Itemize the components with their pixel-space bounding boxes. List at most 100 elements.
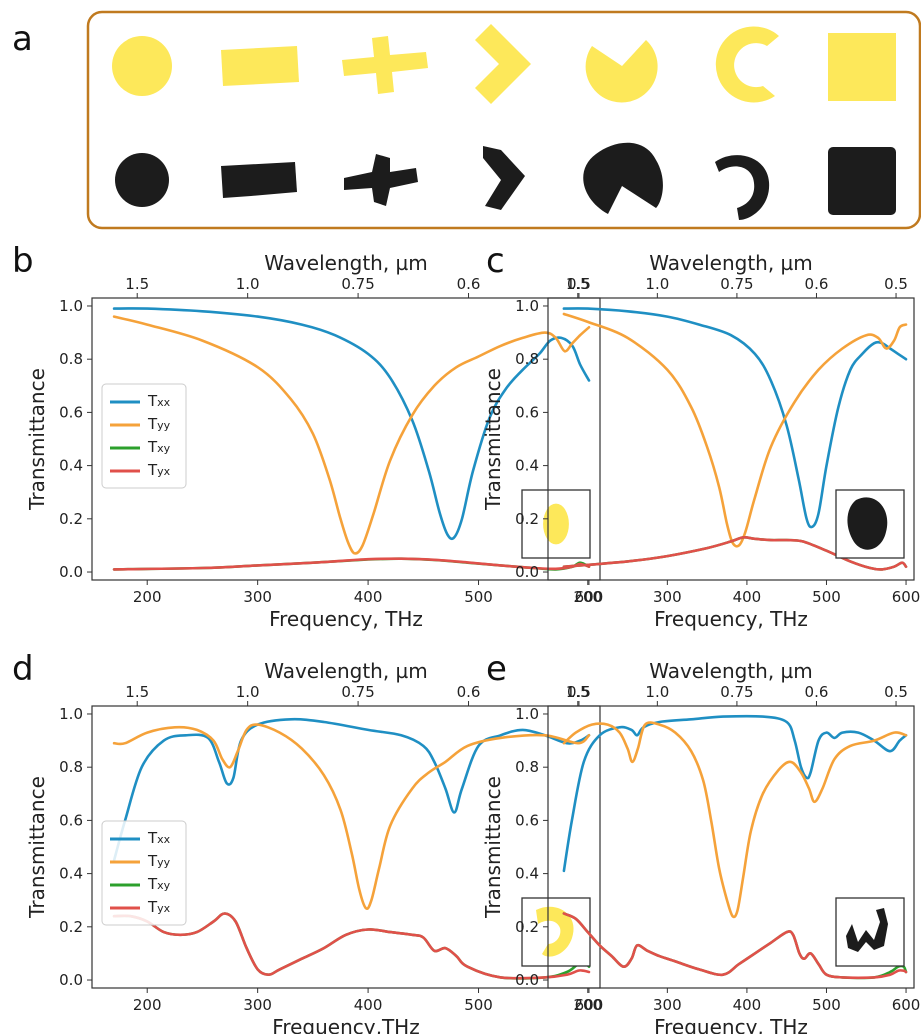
panel-d-legend-label-txy: Txy <box>147 875 171 893</box>
yellow-pacman-shape <box>585 40 658 103</box>
panel-d-legend-label-tyy: Tyy <box>147 852 171 870</box>
panel-c-top-tick-label: 0.6 <box>805 275 829 293</box>
panel-b-plot-frame <box>91 297 601 581</box>
panel-d-series-group <box>112 717 591 980</box>
panel-c-plot-frame <box>547 297 915 581</box>
panel-d-ytick-label: 0.0 <box>59 971 83 989</box>
panel-e-xtick-label: 500 <box>812 996 841 1014</box>
panel-c-ytick-label: 0.0 <box>515 563 539 581</box>
panel-d-ylabel: Transmittance <box>25 776 49 919</box>
panel-a-frame <box>86 10 921 230</box>
panel-b-chart: 200 300 400 500 600 1.5 1.0 0.75 0.6 0.5 0.0 0.2 0.4… <box>25 251 603 631</box>
panel-d-series-txx <box>112 717 591 862</box>
panel-e-top-tick-label: 1.0 <box>645 683 669 701</box>
panel-d-top-tick-label: 0.6 <box>457 683 481 701</box>
panel-c-chart: 200 300 400 500 600 1.5 1.0 0.75 0.6 0.5 0.0 0.2 0.4… <box>481 251 920 631</box>
panel-b-series-tyy <box>112 315 591 555</box>
panel-c-xtick-label: 200 <box>573 588 602 606</box>
panel-d-xtick-label: 500 <box>464 996 493 1014</box>
panel-e-inset-frame <box>835 897 905 967</box>
yellow-cross-shape <box>342 36 428 94</box>
panel-c-xlabel: Frequency, THz <box>654 607 808 631</box>
panel-b-legend: Txx Tyy Txy Tyx <box>101 383 187 489</box>
yellow-c-ring-shape <box>715 26 779 103</box>
panel-e-series-tyy <box>562 721 908 919</box>
panel-c-top-xlabel: Wavelength, µm <box>649 251 813 275</box>
panel-c-series-tyy <box>562 312 908 548</box>
panel-d-legend-label-tyx: Tyx <box>147 898 171 916</box>
yellow-rectangle-shape <box>221 46 299 86</box>
panel-d-ytick-label: 1.0 <box>59 705 83 723</box>
panel-d-legend-label-txx: Txx <box>147 829 171 847</box>
panel-b-xtick-label: 400 <box>354 588 383 606</box>
panel-e-ytick-label: 0.8 <box>515 758 539 776</box>
panel-b-legend-label-tyx: Tyx <box>147 461 171 479</box>
panel-d-inset-yellow-c-shape <box>536 906 574 957</box>
panel-e-top-tick-label: 0.75 <box>720 683 753 701</box>
panel-e-chart: 200 300 400 500 600 1.5 1.0 0.75 0.6 0.5 0.0 0.2 0.4… <box>481 659 920 1034</box>
panel-e-xtick-label: 400 <box>733 996 762 1014</box>
black-chevron-shape <box>483 146 525 210</box>
panel-b-legend-label-tyy: Tyy <box>147 415 171 433</box>
panel-c-series-tyx <box>562 536 908 571</box>
yellow-shape-row <box>112 24 896 104</box>
panel-c-top-tick-label: 1.5 <box>566 275 590 293</box>
panel-e-xlabel: Frequency, THz <box>654 1015 808 1034</box>
panel-d-xtick-label: 300 <box>243 996 272 1014</box>
panel-b-ytick-label: 0.0 <box>59 563 83 581</box>
panel-c-top-tick-label: 0.75 <box>720 275 753 293</box>
panel-e-top-xlabel: Wavelength, µm <box>649 659 813 683</box>
panel-d-label: d <box>12 649 34 689</box>
panel-e-label: e <box>486 649 507 689</box>
panel-b-ytick-label: 0.2 <box>59 510 83 528</box>
panel-d-top-tick-label: 0.5 <box>567 683 591 701</box>
black-pacman-shape <box>583 142 663 214</box>
panel-c-inset <box>835 489 905 559</box>
panel-d-top-tick-label: 0.75 <box>341 683 374 701</box>
panel-b-ytick-label: 0.6 <box>59 403 83 421</box>
panel-d-xtick-label: 200 <box>133 996 162 1014</box>
panel-d-ytick-label: 0.6 <box>59 811 83 829</box>
panel-d-ytick-label: 0.4 <box>59 865 83 883</box>
panel-d-xtick-label: 400 <box>354 996 383 1014</box>
panel-c-ytick-label: 1.0 <box>515 297 539 315</box>
panel-b-inset <box>521 489 591 559</box>
panel-b-xtick-label: 300 <box>243 588 272 606</box>
panel-e-ytick-label: 1.0 <box>515 705 539 723</box>
panel-e-ytick-label: 0.0 <box>515 971 539 989</box>
panel-d-xlabel: Frequency,THz <box>272 1015 419 1034</box>
panel-d-series-tyx <box>112 912 591 980</box>
panel-b-top-tick-label: 0.75 <box>341 275 374 293</box>
panel-e-top-tick-label: 0.5 <box>884 683 908 701</box>
panel-b-ytick-label: 0.4 <box>59 457 83 475</box>
black-rectangle-shape <box>221 162 297 198</box>
panel-b-legend-label-txy: Txy <box>147 438 171 456</box>
panel-b-xlabel: Frequency, THz <box>269 607 423 631</box>
panel-b-top-tick-label: 1.5 <box>125 275 149 293</box>
panel-c-xtick-label: 300 <box>653 588 682 606</box>
panel-d-top-tick-label: 1.0 <box>236 683 260 701</box>
panel-d-ytick-label: 0.2 <box>59 918 83 936</box>
black-shape-row <box>115 142 896 220</box>
panel-b-xtick-label: 600 <box>575 588 604 606</box>
panel-c-ytick-label: 0.8 <box>515 350 539 368</box>
black-cross-shape <box>344 154 418 206</box>
panel-e-series-group <box>562 714 908 980</box>
panel-b-top-tick-label: 1.0 <box>236 275 260 293</box>
panel-b-top-xlabel: Wavelength, µm <box>264 251 428 275</box>
panel-e-plot-frame <box>547 705 915 989</box>
panel-e-ylabel: Transmittance <box>481 776 505 919</box>
panel-e-series-tyx <box>562 912 908 979</box>
panel-d-ytick-label: 0.8 <box>59 758 83 776</box>
panel-d-plot-frame <box>91 705 601 989</box>
panel-d-top-xlabel: Wavelength, µm <box>264 659 428 683</box>
panel-c-ytick-label: 0.2 <box>515 510 539 528</box>
panel-b-label: b <box>12 241 34 281</box>
panel-b-legend-box <box>101 383 187 489</box>
panel-e-xtick-label: 200 <box>573 996 602 1014</box>
panel-c-inset-black-blob <box>847 497 888 550</box>
panel-b-ytick-label: 1.0 <box>59 297 83 315</box>
panel-d-xtick-label: 600 <box>575 996 604 1014</box>
panel-b-xtick-label: 500 <box>464 588 493 606</box>
panel-c-series-group <box>562 307 908 571</box>
